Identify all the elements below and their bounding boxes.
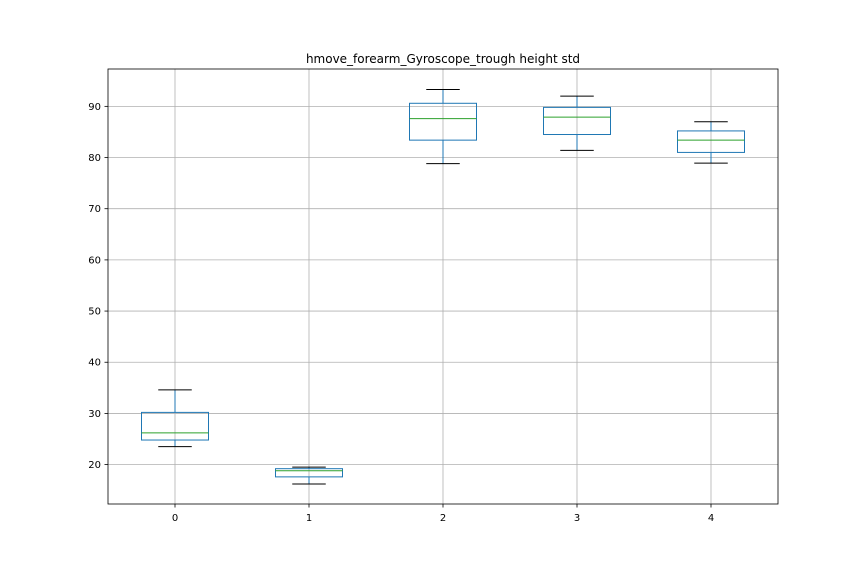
- box: [677, 130, 745, 153]
- box-group-0: [141, 389, 209, 448]
- y-tick-label: 60: [88, 255, 101, 266]
- plot-frame: [107, 68, 779, 505]
- x-tick-label: 3: [574, 513, 580, 524]
- y-tick-label: 20: [88, 460, 101, 471]
- box: [409, 102, 477, 141]
- box-group-3: [543, 95, 611, 151]
- x-tick-label: 2: [440, 513, 446, 524]
- y-axis-ticks: 20 30 40 50 60 70 80 90: [88, 102, 108, 471]
- box: [275, 468, 343, 478]
- y-tick-label: 50: [88, 307, 101, 318]
- chart-title: hmove_forearm_Gyroscope_trough height st…: [306, 52, 580, 66]
- box: [543, 106, 611, 136]
- boxes: [141, 88, 745, 485]
- box-group-4: [677, 121, 745, 164]
- x-tick-label: 1: [306, 513, 312, 524]
- y-tick-label: 40: [88, 358, 101, 369]
- box-group-1: [275, 466, 343, 485]
- box-group-2: [409, 88, 477, 165]
- x-tick-label: 4: [708, 513, 714, 524]
- box: [141, 411, 209, 441]
- y-tick-label: 70: [88, 204, 101, 215]
- y-tick-label: 80: [88, 153, 101, 164]
- y-tick-label: 30: [88, 409, 101, 420]
- x-axis-ticks: 0 1 2 3 4: [172, 504, 714, 524]
- y-tick-label: 90: [88, 102, 101, 113]
- x-tick-label: 0: [172, 513, 178, 524]
